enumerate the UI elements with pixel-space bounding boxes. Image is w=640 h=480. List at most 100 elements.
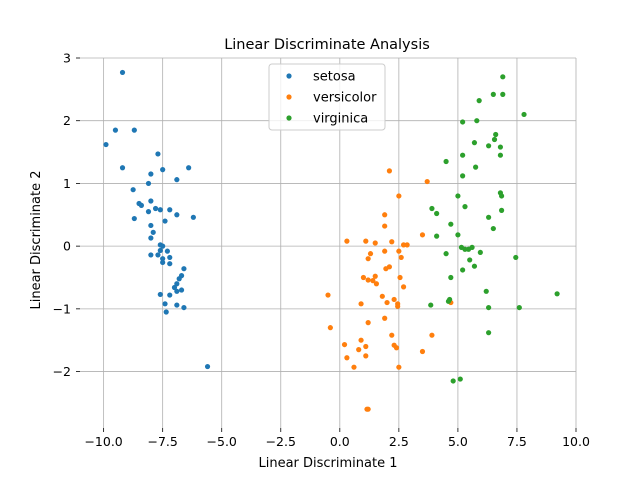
legend-label-versicolor: versicolor bbox=[313, 91, 377, 106]
point-virginica bbox=[486, 304, 492, 311]
point-setosa bbox=[186, 165, 192, 171]
point-versicolor bbox=[397, 274, 403, 281]
point-setosa bbox=[145, 180, 152, 187]
point-virginica bbox=[471, 140, 478, 146]
point-versicolor bbox=[391, 296, 397, 303]
point-versicolor bbox=[382, 212, 388, 218]
point-setosa bbox=[178, 287, 185, 293]
point-versicolor bbox=[419, 348, 426, 355]
point-setosa bbox=[119, 165, 126, 171]
point-virginica bbox=[486, 143, 492, 149]
point-versicolor bbox=[384, 299, 390, 306]
point-setosa bbox=[204, 363, 211, 370]
legend-label-setosa: setosa bbox=[313, 70, 356, 85]
point-setosa bbox=[112, 127, 119, 133]
point-virginica bbox=[477, 249, 483, 256]
point-setosa bbox=[148, 222, 154, 229]
point-setosa bbox=[131, 215, 137, 222]
legend-label-virginica: virginica bbox=[313, 112, 368, 127]
point-virginica bbox=[455, 232, 461, 238]
point-versicolor bbox=[400, 284, 407, 290]
point-virginica bbox=[428, 302, 434, 308]
point-setosa bbox=[181, 304, 187, 311]
y-axis-ticks: −2 −1 0 1 2 3 bbox=[53, 51, 80, 379]
point-versicolor bbox=[396, 193, 402, 199]
point-setosa bbox=[160, 259, 166, 266]
point-virginica bbox=[448, 221, 454, 227]
y-tick-label: 2 bbox=[63, 113, 71, 128]
point-setosa bbox=[148, 198, 154, 204]
point-versicolor bbox=[363, 343, 369, 350]
point-setosa bbox=[145, 209, 152, 215]
point-setosa bbox=[160, 243, 166, 249]
x-axis-ticks: −10.0 −7.5 −5.0 −2.5 0.0 2.5 5.0 7.5 10.0 bbox=[84, 428, 590, 449]
point-setosa bbox=[164, 248, 170, 254]
point-virginica bbox=[445, 298, 452, 304]
point-virginica bbox=[450, 378, 456, 384]
point-versicolor bbox=[325, 292, 331, 298]
point-versicolor bbox=[386, 168, 393, 174]
point-versicolor bbox=[365, 320, 371, 326]
point-versicolor bbox=[404, 242, 410, 248]
y-tick-label: 1 bbox=[63, 176, 71, 191]
point-virginica bbox=[491, 136, 498, 143]
point-virginica bbox=[460, 119, 466, 125]
point-versicolor bbox=[372, 273, 378, 279]
point-versicolor bbox=[395, 303, 401, 309]
point-versicolor bbox=[365, 256, 371, 262]
point-setosa bbox=[174, 281, 180, 287]
point-virginica bbox=[486, 330, 492, 336]
point-virginica bbox=[490, 91, 496, 97]
x-axis-label: Linear Discriminate 1 bbox=[258, 456, 397, 471]
point-versicolor bbox=[419, 232, 426, 238]
point-versicolor bbox=[389, 239, 395, 245]
x-tick-label: 0.0 bbox=[330, 434, 350, 449]
x-tick-label: −10.0 bbox=[84, 434, 122, 449]
point-virginica bbox=[486, 214, 492, 220]
point-virginica bbox=[500, 91, 506, 97]
point-versicolor bbox=[367, 251, 374, 257]
point-setosa bbox=[155, 252, 161, 258]
legend-marker-virginica bbox=[286, 115, 292, 121]
point-virginica bbox=[521, 111, 527, 118]
point-setosa bbox=[148, 235, 154, 241]
point-versicolor bbox=[358, 301, 364, 307]
point-setosa bbox=[167, 292, 173, 298]
point-setosa bbox=[119, 69, 126, 76]
point-versicolor bbox=[360, 274, 367, 281]
point-setosa bbox=[138, 202, 145, 208]
point-versicolor bbox=[358, 337, 364, 343]
point-versicolor bbox=[429, 332, 435, 338]
point-virginica bbox=[490, 225, 496, 232]
chart-title: Linear Discriminate Analysis bbox=[224, 37, 430, 53]
point-setosa bbox=[167, 261, 173, 267]
point-setosa bbox=[174, 212, 180, 218]
point-setosa bbox=[157, 207, 163, 213]
point-versicolor bbox=[351, 364, 357, 370]
x-tick-label: −7.5 bbox=[147, 434, 177, 449]
point-setosa bbox=[176, 276, 182, 282]
data-points bbox=[103, 69, 560, 412]
point-virginica bbox=[499, 193, 505, 199]
point-virginica bbox=[471, 263, 478, 269]
point-versicolor bbox=[396, 364, 402, 370]
point-versicolor bbox=[364, 406, 370, 412]
y-tick-label: −1 bbox=[53, 301, 71, 316]
point-virginica bbox=[497, 152, 504, 158]
point-virginica bbox=[467, 257, 473, 263]
x-tick-label: −2.5 bbox=[266, 434, 296, 449]
point-virginica bbox=[500, 74, 506, 80]
legend-marker-setosa bbox=[286, 73, 292, 79]
point-setosa bbox=[160, 256, 166, 262]
point-setosa bbox=[162, 301, 168, 307]
x-tick-label: 7.5 bbox=[507, 434, 527, 449]
point-versicolor bbox=[424, 178, 430, 185]
point-virginica bbox=[460, 267, 466, 273]
point-versicolor bbox=[372, 240, 378, 246]
x-tick-label: 10.0 bbox=[562, 434, 590, 449]
point-virginica bbox=[443, 158, 449, 165]
y-tick-label: 3 bbox=[63, 51, 71, 66]
point-virginica bbox=[462, 204, 468, 210]
point-setosa bbox=[160, 167, 166, 173]
